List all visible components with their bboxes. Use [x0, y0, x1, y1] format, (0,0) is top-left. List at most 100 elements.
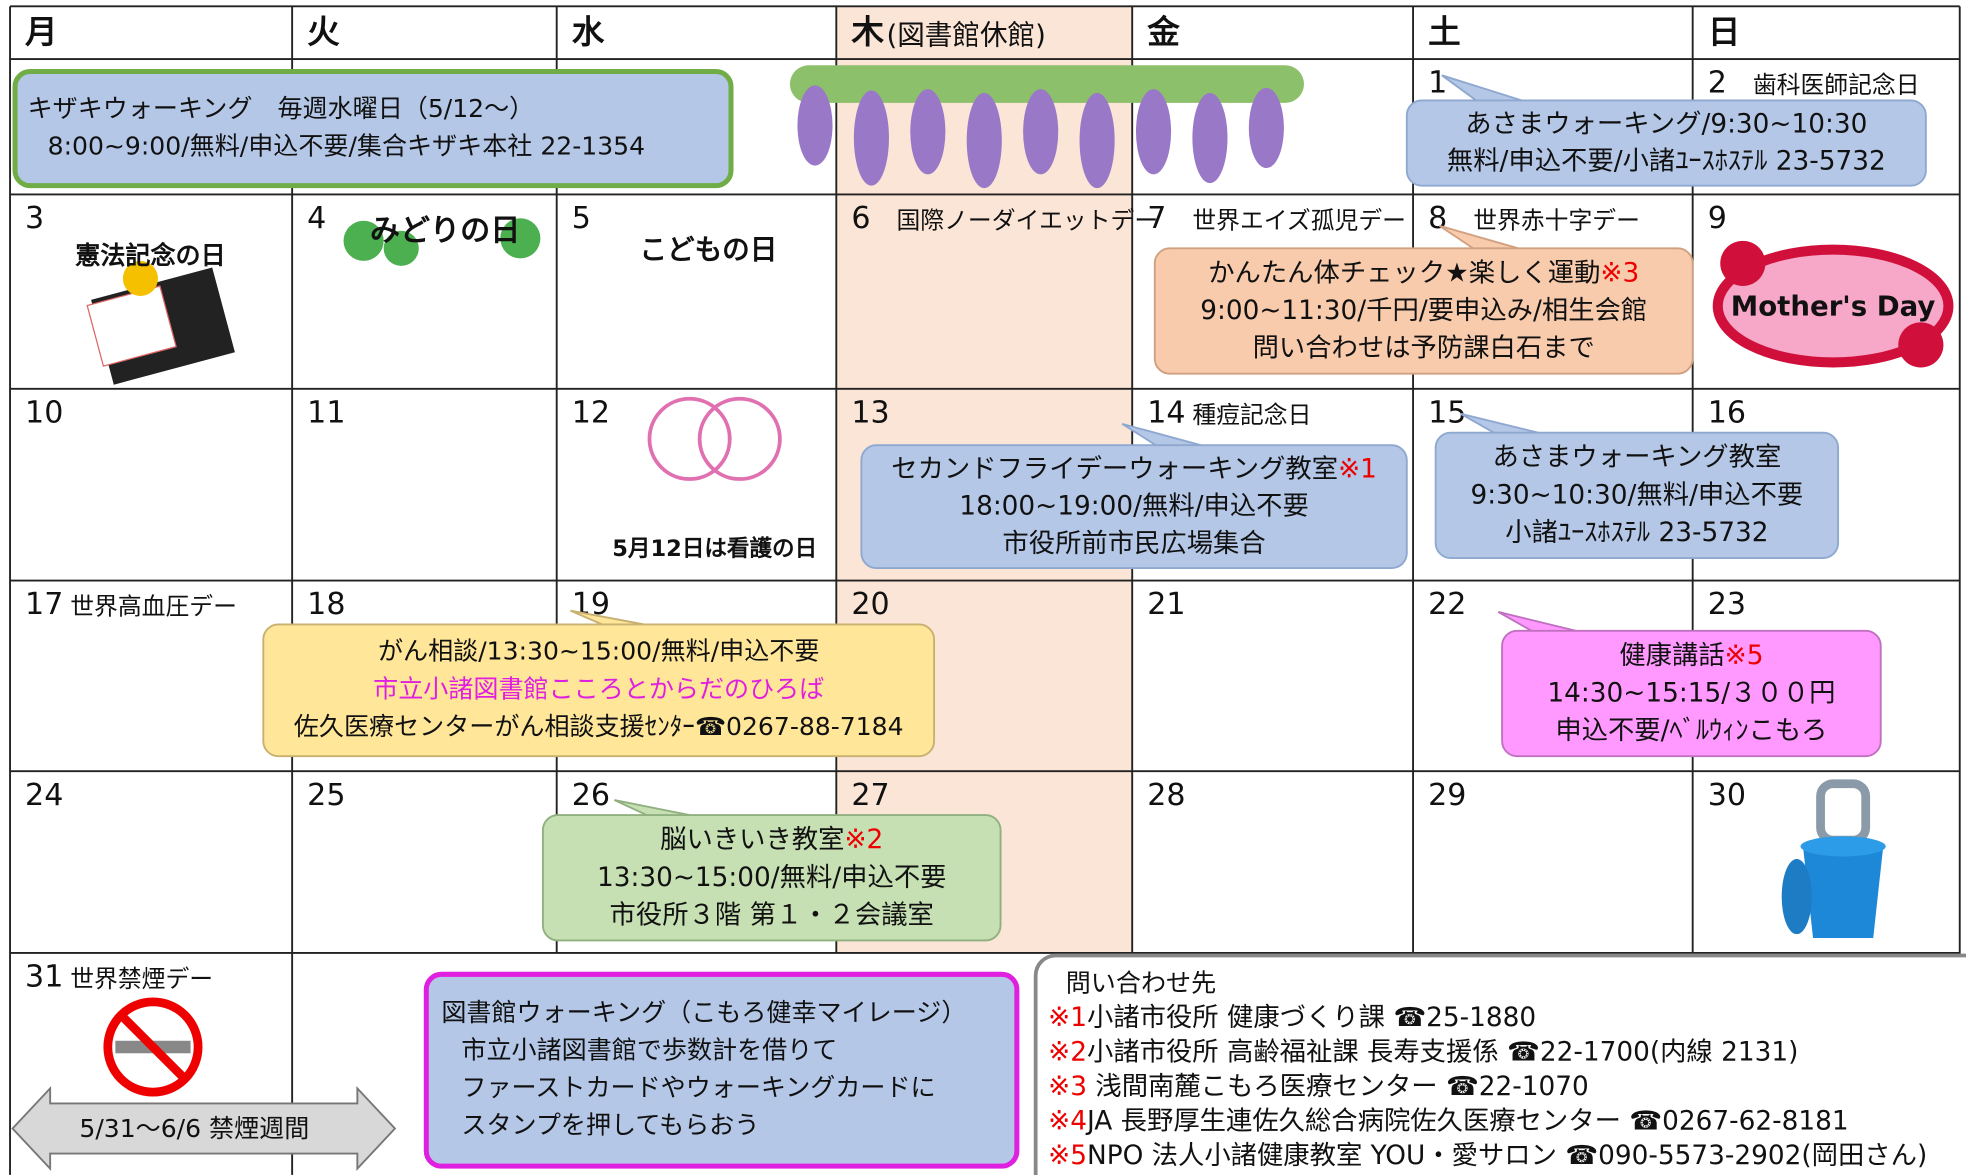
day-note: 世界禁煙デー	[70, 965, 213, 993]
contacts-box	[1033, 953, 1966, 1175]
event-text: セカンドフライデーウォーキング教室	[891, 454, 1338, 484]
day-number: 10	[25, 395, 63, 430]
weekday: 水	[572, 13, 605, 51]
day-number: 14	[1147, 395, 1185, 430]
day-number: 5	[572, 201, 591, 236]
constitution-book	[86, 260, 235, 385]
event-text: あさまウォーキング教室	[1492, 442, 1781, 472]
event-text: 市役所前市民広場集合	[1002, 528, 1265, 558]
illustration-label: 5月12日は看護の日	[612, 535, 817, 562]
event-line: 市立小諸図書館で歩数計を借りて	[461, 1035, 837, 1064]
contact-mark: ※2	[1048, 1037, 1087, 1067]
illustration-label: こどもの日	[639, 233, 777, 266]
wisteria	[789, 65, 1304, 189]
event-line: セカンドフライデーウォーキング教室※1	[891, 454, 1377, 484]
event-line: かんたん体チェック★楽しく運動※3	[1208, 258, 1639, 288]
day-note: 種痘記念日	[1192, 401, 1311, 429]
event-text: 13:30~15:00/無料/申込不要	[597, 862, 947, 892]
event-line: 市役所前市民広場集合	[1002, 528, 1265, 558]
event-text: キザキウォーキング 毎週水曜日（5/12～）	[28, 94, 535, 123]
event-line: 9:30~10:30/無料/申込不要	[1470, 480, 1803, 510]
day-number: 30	[1708, 778, 1746, 813]
contact-mark: ※4	[1048, 1106, 1087, 1136]
day-number: 16	[1708, 395, 1746, 430]
contact-line: ※3 浅間南麓こもろ医療センター ☎22-1070	[1048, 1072, 1589, 1102]
contact-mark: ※1	[1048, 1003, 1087, 1033]
contact-line: ※5NPO 法人小諸健康教室 YOU・愛サロン ☎090-5573-2902(岡…	[1048, 1141, 1927, 1171]
day-number: 7	[1147, 201, 1166, 236]
event-box	[1405, 99, 1927, 187]
event-text: 無料/申込不要/小諸ﾕｰｽﾎｽﾃﾙ 23-5732	[1447, 146, 1886, 176]
thursday-note: (図書館休館)	[886, 18, 1045, 51]
event-line: 申込不要/ﾍﾞﾙｳｨﾝこもろ	[1555, 716, 1827, 746]
day-number: 4	[307, 201, 326, 236]
event-box	[423, 971, 1020, 1169]
day-note: 世界高血圧デー	[70, 593, 237, 621]
event-line: 18:00~19:00/無料/申込不要	[959, 491, 1309, 521]
illustration-label: みどりの日	[370, 214, 520, 249]
event-line: 健康講話※5	[1619, 640, 1763, 670]
event-text: 市立小諸図書館で歩数計を借りて	[461, 1035, 837, 1064]
mothers-day-card	[1712, 240, 1954, 368]
event-text: がん相談/13:30~15:00/無料/申込不要	[378, 637, 819, 666]
event-line: がん相談/13:30~15:00/無料/申込不要	[378, 637, 819, 666]
event-line: 9:00~11:30/千円/要申込み/相生会館	[1200, 296, 1647, 326]
event-text: 申込不要/ﾍﾞﾙｳｨﾝこもろ	[1555, 716, 1827, 746]
day-number: 9	[1708, 201, 1727, 236]
trees	[343, 218, 541, 266]
event-box	[1153, 247, 1694, 375]
event-text: 市立小諸図書館こころとからだのひろば	[373, 674, 824, 703]
content: 月火水木 (図書館休館) 金土日1 2 歯科医師記念日3 4 5 6 国際ノーダイエットデー7 世…	[12, 13, 1966, 1175]
day-number: 15	[1428, 395, 1466, 430]
contact-text: NPO 法人小諸健康教室 YOU・愛サロン ☎090-5573-2902(岡田さ…	[1087, 1141, 1927, 1171]
event-line: あさまウォーキング教室	[1492, 442, 1781, 472]
event-box	[12, 69, 734, 189]
day-number: 3	[25, 201, 44, 236]
day-note: 歯科医師記念日	[1753, 71, 1920, 99]
event-text: 小諸ﾕｰｽﾎｽﾃﾙ 23-5732	[1505, 517, 1768, 547]
day-number: 24	[25, 778, 63, 813]
day-note: 世界赤十字デー	[1473, 207, 1640, 235]
weekday: 金	[1146, 13, 1180, 51]
day-number: 18	[307, 587, 345, 622]
event-text: あさまウォーキング/9:30~10:30	[1465, 109, 1867, 139]
day-number: 20	[851, 587, 889, 622]
event-box	[860, 444, 1408, 570]
event-line: 脳いきいき教室※2	[660, 825, 883, 855]
event-box	[1434, 431, 1840, 559]
day-number: 22	[1428, 587, 1466, 622]
day-number: 21	[1147, 587, 1185, 622]
event-mark: ※5	[1725, 640, 1764, 670]
banner-arrow	[11, 1086, 397, 1172]
event-mark: ※3	[1600, 258, 1639, 288]
event-line: 13:30~15:00/無料/申込不要	[597, 862, 947, 892]
illustration-label: 憲法記念の日	[75, 241, 225, 270]
event-line: 無料/申込不要/小諸ﾕｰｽﾎｽﾃﾙ 23-5732	[1447, 146, 1886, 176]
event-text: 佐久医療センターがん相談支援ｾﾝﾀｰ☎0267-88-7184	[294, 712, 904, 741]
contact-line: ※2小諸市役所 高齢福祉課 長寿支援係 ☎22-1700(内線 2131)	[1048, 1037, 1798, 1067]
weekday: 木	[850, 13, 884, 51]
day-note: 世界エイズ孤児デー	[1192, 207, 1406, 235]
contact-text: 浅間南麓こもろ医療センター ☎22-1070	[1087, 1072, 1589, 1102]
event-line: 市立小諸図書館こころとからだのひろば	[373, 674, 824, 703]
day-number: 28	[1147, 778, 1185, 813]
event-text: 市役所３階 第１・２会議室	[610, 900, 934, 930]
day-note: 国際ノーダイエットデー	[896, 207, 1158, 235]
event-line: ファーストカードやウォーキングカードに	[461, 1073, 935, 1102]
contact-mark: ※5	[1048, 1141, 1087, 1171]
day-number: 17	[25, 587, 63, 622]
day-number: 6	[851, 201, 870, 236]
event-line: 14:30~15:15/３００円	[1547, 678, 1835, 708]
event-text: スタンプを押してもらおう	[461, 1111, 759, 1140]
event-text: 問い合わせは予防課白石まで	[1253, 333, 1595, 363]
event-line: キザキウォーキング 毎週水曜日（5/12～）	[28, 94, 535, 123]
day-number: 11	[307, 395, 345, 430]
event-line: 佐久医療センターがん相談支援ｾﾝﾀｰ☎0267-88-7184	[294, 712, 904, 741]
trash-can	[1781, 779, 1886, 938]
event-line: 問い合わせは予防課白石まで	[1253, 333, 1595, 363]
event-text: 脳いきいき教室	[660, 825, 844, 855]
day-number: 13	[851, 395, 889, 430]
nurse-day-logo	[647, 396, 782, 481]
